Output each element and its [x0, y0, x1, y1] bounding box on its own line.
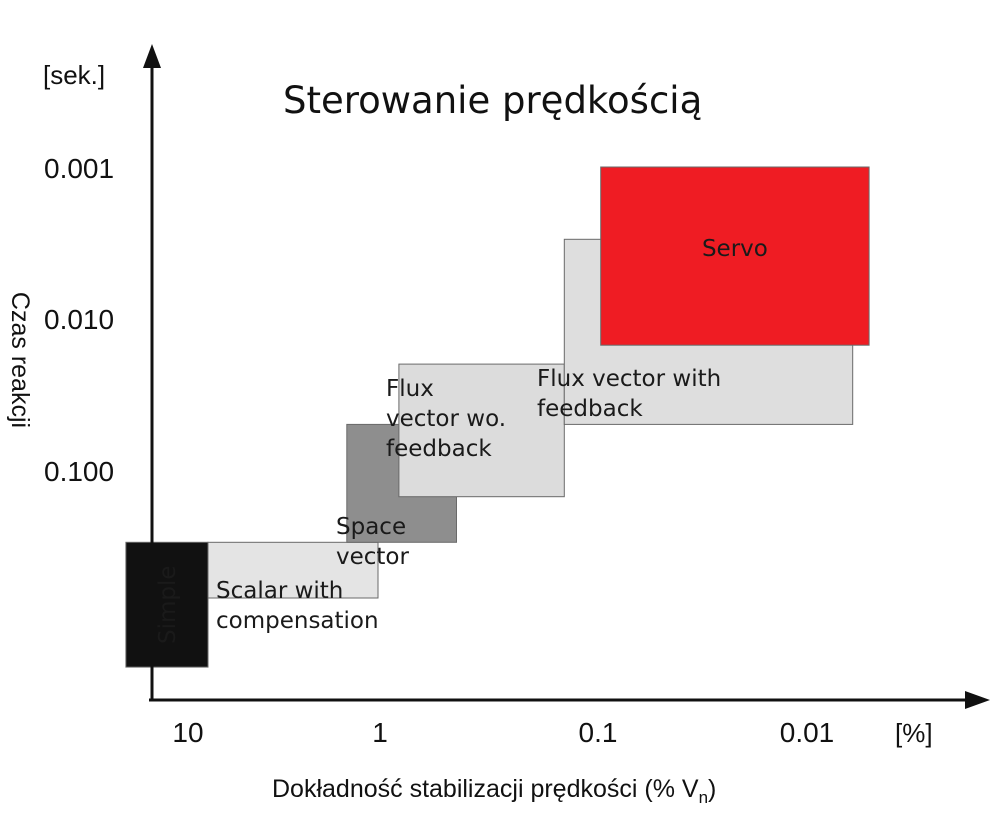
- y-axis-label: Czas reakcji: [6, 292, 34, 428]
- block-label: vector: [336, 544, 409, 570]
- chart-title: Sterowanie prędkością: [283, 79, 702, 122]
- x-axis-label-end: ): [708, 775, 716, 803]
- x-tick-label: 1: [372, 717, 388, 748]
- block-label: compensation: [216, 608, 379, 634]
- block-scalar-with-compensation: [207, 541, 379, 599]
- y-tick-label: 0.100: [44, 456, 114, 487]
- x-unit-label: [%]: [895, 718, 933, 748]
- blocks-layer: Simple Scalar with compensation Space vector…: [125, 166, 870, 668]
- block-label: Space: [336, 514, 406, 540]
- y-axis-arrow: [143, 44, 161, 68]
- block-label: Flux: [386, 376, 434, 402]
- x-axis-arrow: [965, 691, 990, 709]
- x-axis-label-sub: n: [699, 788, 708, 807]
- x-axis-label-main: Dokładność stabilizacji prędkości (% V: [272, 775, 699, 803]
- block-simple: [125, 541, 209, 668]
- block-label: Scalar with: [216, 578, 343, 604]
- block-label: feedback: [386, 436, 492, 462]
- block-flux-vector-wo-feedback: [398, 363, 565, 498]
- y-tick-label: 0.010: [44, 304, 114, 335]
- block-label: Flux vector with: [537, 366, 721, 392]
- y-unit-label: [sek.]: [43, 60, 105, 90]
- block-label: feedback: [537, 396, 643, 422]
- block-label: Servo: [702, 236, 768, 262]
- x-tick-label: 0.1: [579, 717, 618, 748]
- y-tick-label: 0.001: [44, 153, 114, 184]
- x-axis-label: Dokładność stabilizacji prędkości (% Vn): [272, 775, 716, 807]
- block-servo: [600, 166, 870, 346]
- block-label: vector wo.: [386, 406, 506, 432]
- x-tick-label: 10: [172, 717, 203, 748]
- block-label: Simple: [155, 565, 181, 644]
- x-tick-label: 0.01: [780, 717, 835, 748]
